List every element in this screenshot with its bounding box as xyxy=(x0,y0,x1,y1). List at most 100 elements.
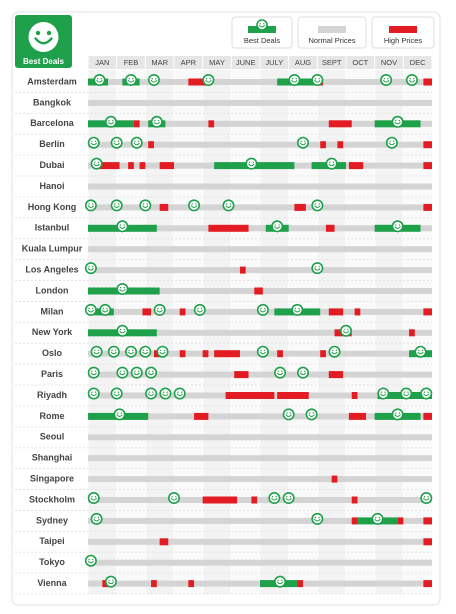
high-price-bar xyxy=(188,78,206,86)
smiley xyxy=(405,74,418,87)
high-price-bar xyxy=(179,350,186,358)
city-label: Singapore xyxy=(30,473,74,483)
legend-swatch xyxy=(318,26,346,33)
city-label: Sydney xyxy=(36,515,68,525)
smiley-eye xyxy=(229,203,231,205)
city-label: Seoul xyxy=(40,432,65,442)
city-label: Dubai xyxy=(39,160,64,170)
month-label: MAR xyxy=(151,58,168,67)
smiley-face xyxy=(311,512,324,525)
smiley-face xyxy=(87,366,100,379)
smiley-face xyxy=(256,19,268,31)
month-label: OCT xyxy=(352,58,368,67)
smiley-eye xyxy=(146,203,148,205)
smiley xyxy=(222,199,235,212)
smiley-mouth xyxy=(170,498,178,501)
city-label: Istanbul xyxy=(35,223,70,233)
smiley-eye xyxy=(343,328,345,331)
smiley-face xyxy=(116,282,129,295)
smiley xyxy=(377,387,390,400)
high-price-bar xyxy=(128,162,134,170)
smiley xyxy=(110,387,123,400)
smiley-mouth xyxy=(276,581,284,585)
smiley xyxy=(188,199,201,212)
smiley-face xyxy=(245,157,258,170)
smiley-face xyxy=(274,575,287,588)
high-price-bar xyxy=(159,162,174,170)
smiley xyxy=(193,303,206,316)
smiley-mouth xyxy=(308,414,315,417)
normal-bar xyxy=(88,225,432,232)
smiley-eye xyxy=(314,266,317,268)
smiley xyxy=(173,387,186,400)
smiley-eye xyxy=(380,391,383,393)
smiley-eye xyxy=(162,391,165,393)
high-price-bar xyxy=(225,392,275,399)
smiley-eye xyxy=(106,307,108,310)
high-price-bar xyxy=(239,266,246,274)
smiley xyxy=(145,387,158,400)
smiley-mouth xyxy=(90,372,97,376)
high-price-bar xyxy=(151,580,157,588)
city-label: Berlin xyxy=(39,139,65,149)
smiley-eye xyxy=(423,391,426,393)
smiley-face xyxy=(139,199,152,212)
smiley-eye xyxy=(274,224,277,226)
smiley-eye xyxy=(148,370,150,372)
smiley-mouth xyxy=(205,80,212,83)
city-label: Tokyo xyxy=(39,557,65,567)
smiley-eye xyxy=(94,161,96,163)
smiley-face xyxy=(84,554,97,567)
high-price-bar xyxy=(159,203,169,211)
smiley-eye xyxy=(289,496,292,498)
smiley-eye xyxy=(132,349,134,352)
high-price-bar xyxy=(159,538,169,546)
smiley-eye xyxy=(264,349,266,352)
smiley-face xyxy=(90,157,103,170)
high-price-bar xyxy=(409,329,415,337)
high-price-bar xyxy=(99,162,120,170)
smiley-face xyxy=(325,157,338,170)
smiley-face xyxy=(193,303,206,316)
smiley-eye xyxy=(137,370,140,372)
smiley xyxy=(99,303,112,316)
normal-bar xyxy=(88,455,432,462)
smiley-eye xyxy=(117,412,119,414)
smiley-eye xyxy=(146,349,148,352)
smiley-eye xyxy=(421,349,424,352)
smiley-eye xyxy=(418,349,420,352)
normal-bar xyxy=(88,246,432,253)
city-label: Kuala Lumpur xyxy=(22,244,83,254)
normal-bar xyxy=(88,267,432,274)
smiley-face xyxy=(130,136,143,149)
smiley-mouth xyxy=(408,80,416,83)
smiley-face xyxy=(145,366,158,379)
smiley xyxy=(93,74,106,87)
smiley-eye xyxy=(166,391,168,393)
smiley xyxy=(296,366,309,379)
smiley-mouth xyxy=(314,518,321,522)
smiley-mouth xyxy=(113,393,120,397)
smiley-eye xyxy=(275,496,277,498)
smiley-face xyxy=(291,303,304,316)
smiley-eye xyxy=(375,516,377,519)
smiley xyxy=(245,157,258,170)
smiley xyxy=(274,575,287,588)
smiley-mouth xyxy=(299,372,307,376)
smiley-eye xyxy=(395,412,397,414)
smiley-eye xyxy=(252,161,254,163)
smiley xyxy=(87,491,100,504)
smiley-eye xyxy=(102,307,105,310)
smiley xyxy=(139,199,152,212)
smiley xyxy=(391,408,404,421)
month-label: JULY xyxy=(265,58,283,67)
smiley-mouth xyxy=(147,393,155,397)
month-header xyxy=(203,56,231,69)
normal-bar xyxy=(88,183,432,190)
smiley-eye xyxy=(132,78,134,80)
high-price-bar xyxy=(254,287,263,295)
smiley-eye xyxy=(152,370,154,372)
smiley-mouth xyxy=(96,80,103,83)
smiley xyxy=(130,136,143,149)
smiley xyxy=(104,575,117,588)
